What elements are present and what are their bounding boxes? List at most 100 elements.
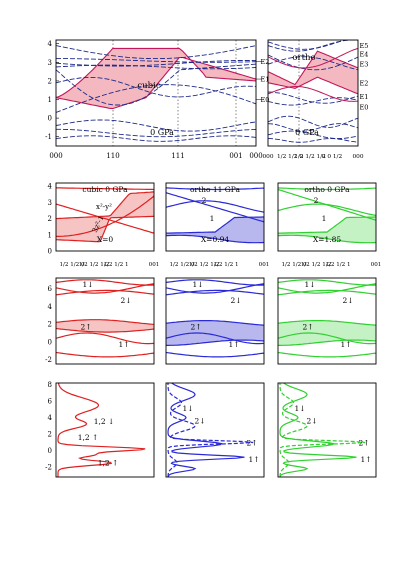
band-line [165,289,265,296]
band-index-label: 2 [314,196,319,205]
band-fill [56,191,154,242]
spin-label: 2↑ [80,322,91,331]
band-fill [56,48,256,109]
band-dashed [56,135,256,142]
dos-label: 2↑ [246,439,257,448]
band-index-label: 1 [210,214,215,223]
band-line [165,320,265,326]
band-dashed [268,40,347,50]
xtick-label: 1/2 1/2 0 [59,262,85,268]
row4-panel-1: 1↓2↓ 2↑ 1↑ [165,382,265,478]
band-line [56,187,155,191]
spin-label: 2↑ [302,322,313,331]
ytick-label: 2 [48,431,52,439]
spin-label: 2↑ [190,322,201,331]
xtick-label: 111 [171,152,184,160]
band-line [268,47,358,69]
band-dashed [268,130,358,140]
band-index-label: 2 [202,196,207,205]
band-fill [268,51,358,94]
ytick-label: 0 [48,447,52,455]
ytick-label: 6 [48,398,53,406]
spin-label: 1↓ [192,280,203,289]
level-label: E1 [261,76,270,84]
pressure-label: 0 GPa [295,128,319,137]
band-dashed [268,54,358,71]
panel-annotation: X=1.85 [313,235,342,244]
dos-label: 1↑ [248,455,259,464]
xtick-label: 1/2 1/2 0 [277,154,303,160]
band-line [268,76,358,95]
band-dashed [56,63,256,106]
band-line [55,327,155,333]
band-dashed [56,58,256,63]
panel-frame [165,382,265,478]
xtick-label: 1/2 1/2 1/2 [301,262,332,268]
dos-curve-dashed [279,383,366,478]
panel-title: ortho 11 GPa [190,185,240,194]
row3-spin-bands: 1↓ 2↓ 2↑ 1↑ 1↓ 2↓ 2↑ 1↑ 1↓ 2↓ 2↑ 1↑ 6 4 2 0 -2 [45,277,377,365]
band-line [277,332,377,345]
band-line [278,339,377,346]
panel-title: cubic 0 GPa [82,185,128,194]
band-line [55,283,155,294]
band-dashed [56,76,256,98]
ytick-label: 1 [48,96,52,104]
ytick-label: 0 [48,338,52,346]
band-line [166,339,265,346]
panel-frame [55,39,257,147]
band-dashed [268,40,358,52]
band-fill [278,320,376,346]
spin-label: 1↓ [304,280,315,289]
ytick-label: 4 [48,40,53,48]
panel-annotation: X=0 [97,235,114,244]
band-line [278,234,377,244]
dos-label: 1↑ [360,455,371,464]
band-dashed [268,56,358,71]
xtick-label: 001 [149,262,160,268]
band-line [165,283,265,294]
xtick-label: 001 [229,152,242,160]
band-index-label: 1 [322,214,327,223]
xtick-label: 0 0 1/2 [322,154,343,160]
dos-label: 1↓ [294,404,305,413]
top-ortho-panel [267,39,359,147]
level-label: E5 [360,42,369,50]
xtick-label: 1/2 1/2 1/2 [189,262,220,268]
ytick-label: 4 [48,183,53,191]
level-label: E1 [360,93,369,101]
level-label: E0 [261,96,270,104]
spin-label: 2↓ [120,296,131,305]
band-dashed [56,45,256,60]
dos-label: 2↓ [194,416,205,425]
top-cubic-panel [55,39,257,147]
level-label: E2 [360,79,369,87]
band-dashed [268,138,358,143]
xtick-label: 1/2 1/2 0 [169,262,195,268]
dos-label: 1,2 ↑ [98,458,119,467]
band-dashed [56,128,256,138]
xtick-label: 001 [371,262,382,268]
band-line [277,289,377,296]
ytick-label: 2 [48,77,52,85]
orbital-label: x²-y² [96,203,112,211]
ytick-label: 3 [48,199,52,207]
xtick-label: 1/2 1/2 1 [325,262,350,268]
ytick-label: -2 [45,356,52,364]
xtick-label: 000 [352,154,363,160]
panel-frame [55,277,155,365]
panel-frame [277,277,377,365]
band-line [277,279,377,286]
xtick-label: 000 [262,154,273,160]
band-line [55,332,155,345]
ytick-label: -2 [45,464,52,472]
band-dashed [56,60,256,67]
band-line [277,320,377,326]
band-line [55,203,155,234]
ytick-label: 1 [48,231,52,239]
band-line [165,332,265,345]
row3-panel-1: 1↓ 2↓ 2↑ 1↑ [165,277,265,365]
